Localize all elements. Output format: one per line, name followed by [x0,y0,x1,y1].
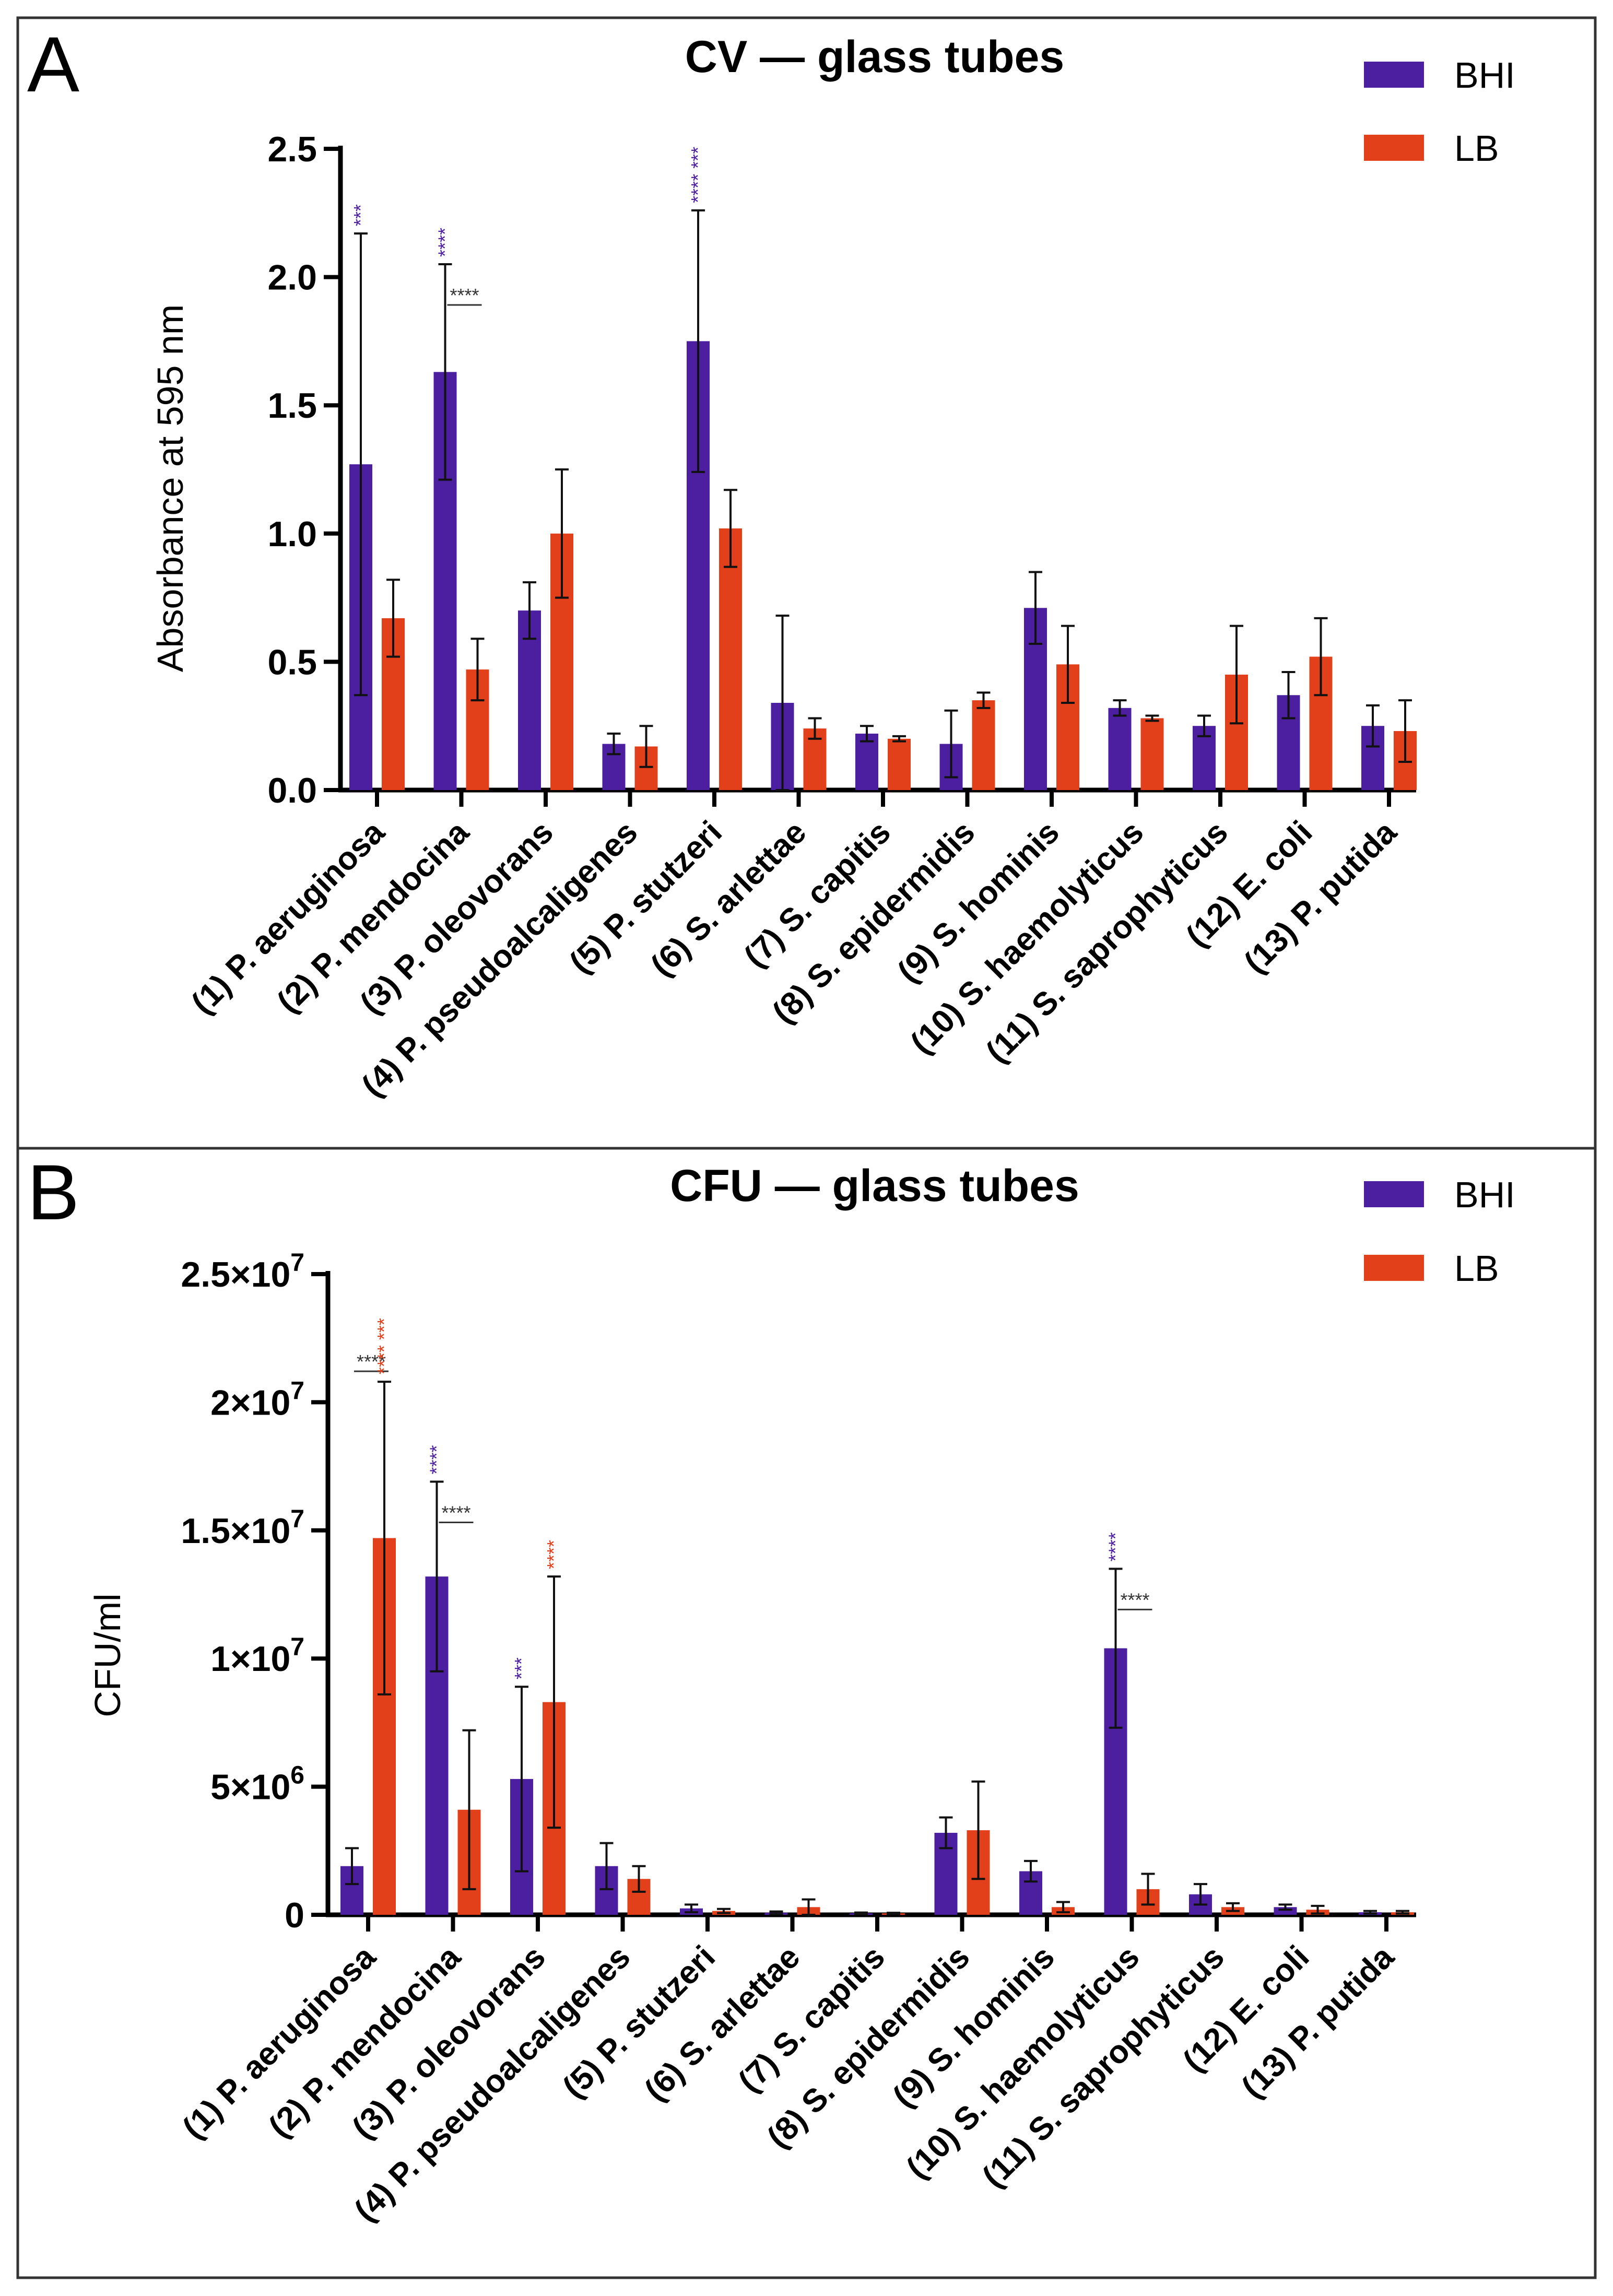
panel-a-legend-lb-label: LB [1454,128,1499,169]
panel-a-bar-lb [1140,718,1164,790]
panel-a-legend-bhi-label: BHI [1454,55,1515,96]
panel-b-y-tick-label: 2.5×107 [181,1249,304,1294]
panel-b-legend-bhi-label: BHI [1454,1174,1515,1215]
panel-b-x-tick-label: (7) S. capitis [732,1939,892,2099]
panel-b-y-tick-label: 0 [285,1895,304,1935]
panel-a-sig-label: **** [450,285,479,306]
panel-b-legend-bhi-swatch [1364,1181,1424,1207]
panel-b-sig-label: **** [357,1351,386,1372]
panel-b-y-tick-exponent: 7 [290,1249,304,1277]
panel-b-frame [16,1147,1597,2279]
panel-b-y-tick-label: 5×106 [210,1762,304,1807]
panel-b-sig-label: **** [426,1445,448,1475]
panel-b-y-axis-label: CFU/ml [87,1593,128,1717]
panel-a-y-tick-label: 1.5 [267,386,317,426]
panel-a-x-tick-label: (13) P. putida [1238,814,1404,981]
panel-b-legend-lb-swatch [1364,1255,1424,1281]
panel-b-x-tick-label: (5) P. stutzeri [556,1939,722,2105]
panel-a-bar-lb [719,528,742,790]
panel-b-y-tick-exponent: 7 [290,1633,304,1661]
panel-b-x-tick-label: (13) P. putida [1235,1939,1402,2105]
panel-b-letter: B [27,1148,79,1236]
panel-a-bar-bhi [855,733,878,790]
panel-b-sig-label: **** [543,1540,564,1569]
panel-b-sig-label: **** [1120,1589,1149,1610]
panel-a-sig-label: **** [434,228,456,257]
panel-b-y-tick-exponent: 7 [290,1505,304,1533]
panel-b-y-tick-label: 1.5×107 [181,1505,304,1551]
panel-a-y-tick-label: 2.5 [267,129,317,169]
panel-a-y-axis-label: Absorbance at 595 nm [150,304,191,672]
panel-b-y-tick-label: 2×107 [210,1377,304,1422]
panel-a-title: CV — glass tubes [685,32,1064,82]
panel-a-sig-label: **** *** [687,147,709,203]
panel-a-y-tick-label: 0.5 [267,642,317,682]
panel-a-plot: 0.00.51.01.52.02.5(1) P. aeruginosa(2) P… [184,129,1417,1104]
panel-a-legend-bhi-swatch [1364,62,1424,88]
panel-a-y-tick-label: 2.0 [267,258,317,298]
panel-b-sig-label: **** [1105,1532,1126,1561]
panel-b-legend-lb-label: LB [1454,1248,1499,1289]
panel-b-sig-label: **** [441,1502,470,1524]
panel-b-y-tick-exponent: 7 [290,1377,304,1405]
panel-a-bar-lb [972,700,995,790]
panel-a-bar-bhi [1108,708,1132,790]
panel-a-bar-bhi [518,610,541,790]
panel-b-y-tick-exponent: 6 [290,1762,304,1789]
panel-a-legend-lb-swatch [1364,135,1424,161]
panel-a-x-tick-label: (7) S. capitis [737,814,898,974]
panel-b-sig-label: *** [511,1657,532,1679]
panel-a-y-tick-label: 0.0 [267,771,317,810]
panel-b-sig-label: **** *** [373,1318,395,1374]
panel-a-sig-label: *** [350,204,371,226]
panel-a-letter: A [27,20,79,108]
panel-b-y-tick-label: 1×107 [210,1633,304,1679]
panel-a-y-tick-label: 1.0 [267,514,317,554]
panel-a-bar-lb [888,738,911,790]
panel-b-title: CFU — glass tubes [670,1161,1079,1211]
